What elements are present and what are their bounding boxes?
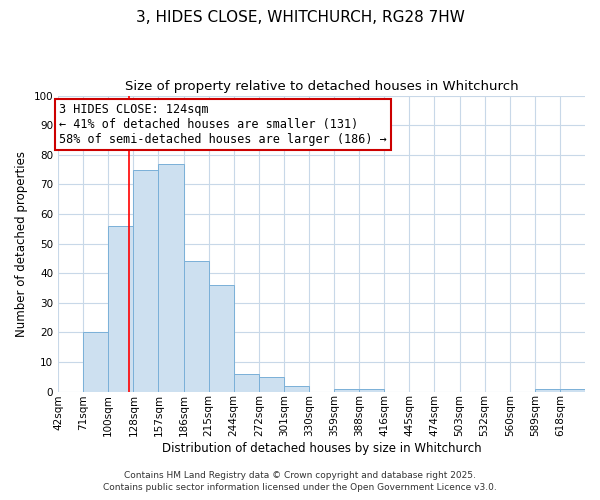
- Bar: [209, 285, 233, 392]
- X-axis label: Distribution of detached houses by size in Whitchurch: Distribution of detached houses by size …: [162, 442, 481, 455]
- Title: Size of property relative to detached houses in Whitchurch: Size of property relative to detached ho…: [125, 80, 518, 93]
- Bar: [560, 388, 585, 392]
- Bar: [158, 164, 184, 392]
- Text: 3, HIDES CLOSE, WHITCHURCH, RG28 7HW: 3, HIDES CLOSE, WHITCHURCH, RG28 7HW: [136, 10, 464, 25]
- Bar: [83, 332, 108, 392]
- Bar: [133, 170, 158, 392]
- Bar: [359, 388, 384, 392]
- Text: Contains HM Land Registry data © Crown copyright and database right 2025.
Contai: Contains HM Land Registry data © Crown c…: [103, 471, 497, 492]
- Bar: [184, 262, 209, 392]
- Bar: [259, 376, 284, 392]
- Bar: [108, 226, 133, 392]
- Bar: [334, 388, 359, 392]
- Bar: [535, 388, 560, 392]
- Bar: [233, 374, 259, 392]
- Y-axis label: Number of detached properties: Number of detached properties: [15, 150, 28, 336]
- Text: 3 HIDES CLOSE: 124sqm
← 41% of detached houses are smaller (131)
58% of semi-det: 3 HIDES CLOSE: 124sqm ← 41% of detached …: [59, 103, 386, 146]
- Bar: [284, 386, 309, 392]
